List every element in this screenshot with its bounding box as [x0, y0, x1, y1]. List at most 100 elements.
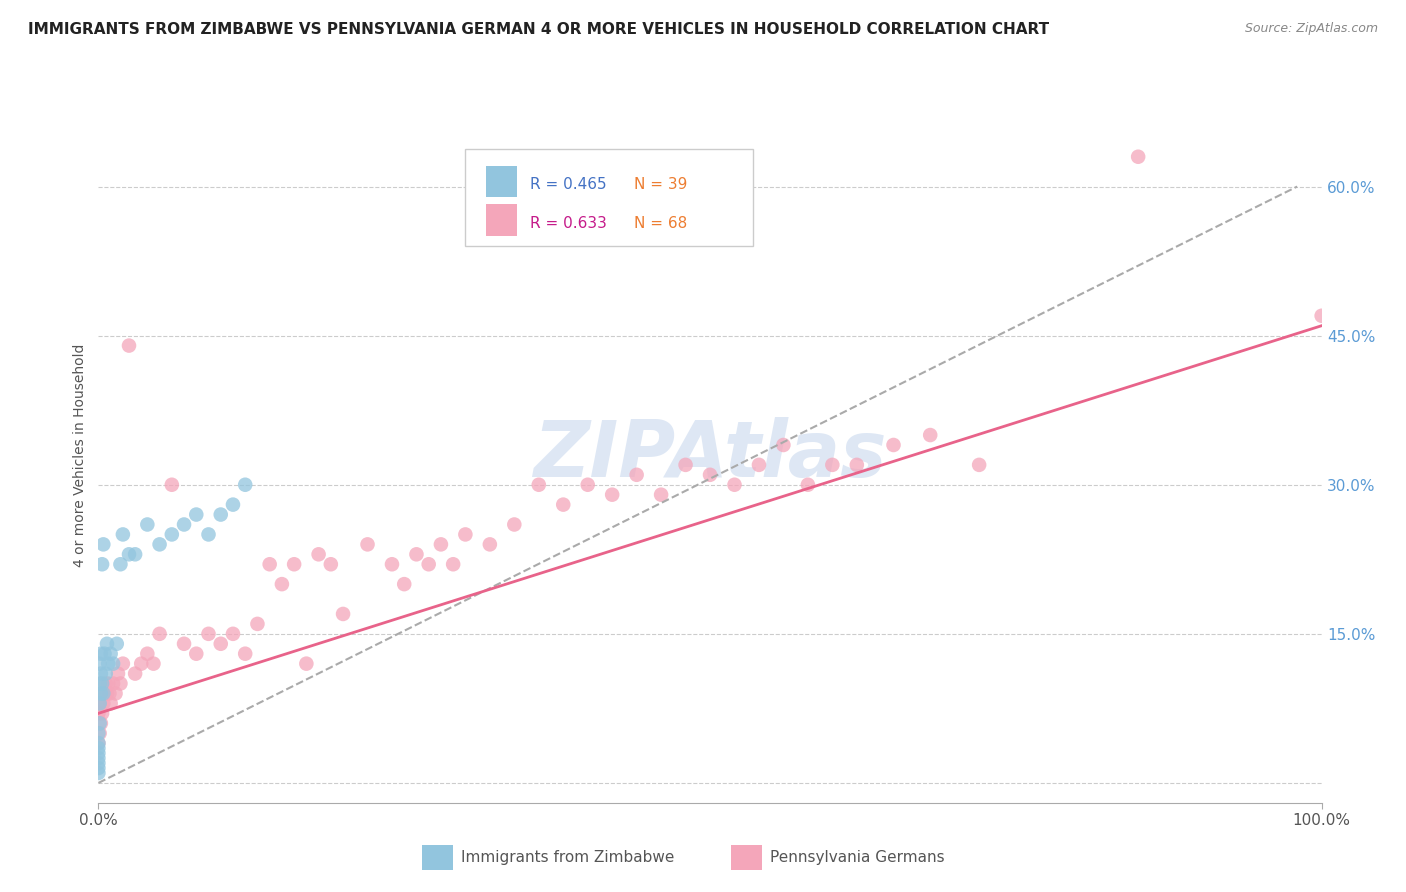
- Point: [90, 666, 112, 681]
- Point: [186, 508, 208, 522]
- Point: [89, 676, 111, 690]
- Point: [96, 686, 118, 700]
- Text: N = 68: N = 68: [634, 216, 688, 231]
- Point: [600, 488, 623, 502]
- Point: [209, 508, 232, 522]
- Point: [149, 537, 172, 551]
- Point: [89, 697, 111, 711]
- Point: [87, 736, 110, 750]
- Point: [118, 547, 141, 561]
- Point: [845, 458, 868, 472]
- Point: [87, 726, 110, 740]
- Point: [967, 458, 990, 472]
- Point: [222, 498, 245, 512]
- Point: [89, 726, 111, 740]
- Text: R = 0.633: R = 0.633: [530, 216, 607, 231]
- Point: [87, 751, 110, 765]
- Point: [233, 477, 256, 491]
- Text: R = 0.465: R = 0.465: [530, 178, 607, 193]
- Point: [332, 607, 354, 621]
- Point: [111, 527, 134, 541]
- Point: [503, 517, 526, 532]
- Point: [87, 761, 110, 775]
- Point: [124, 547, 146, 561]
- Point: [94, 666, 117, 681]
- Point: [97, 657, 120, 671]
- Point: [478, 537, 501, 551]
- Point: [91, 676, 114, 690]
- Point: [98, 686, 121, 700]
- Point: [209, 637, 232, 651]
- Point: [430, 537, 453, 551]
- Point: [104, 686, 127, 700]
- Point: [527, 477, 550, 491]
- Text: ZIPAtlas: ZIPAtlas: [533, 417, 887, 493]
- Point: [87, 741, 110, 756]
- Point: [186, 647, 208, 661]
- Text: Source: ZipAtlas.com: Source: ZipAtlas.com: [1244, 22, 1378, 36]
- Point: [441, 558, 464, 572]
- Point: [233, 647, 256, 661]
- Point: [356, 537, 378, 551]
- Point: [142, 657, 165, 671]
- Point: [89, 716, 111, 731]
- Point: [772, 438, 794, 452]
- Point: [136, 517, 159, 532]
- Point: [136, 647, 159, 661]
- Point: [110, 558, 132, 572]
- Point: [101, 676, 124, 690]
- Point: [87, 766, 110, 780]
- Point: [90, 686, 112, 700]
- Point: [173, 517, 195, 532]
- Point: [626, 467, 648, 482]
- Point: [405, 547, 427, 561]
- Point: [392, 577, 416, 591]
- Point: [90, 647, 112, 661]
- Point: [160, 527, 183, 541]
- Point: [124, 666, 146, 681]
- Point: [100, 647, 122, 661]
- Point: [821, 458, 844, 472]
- Text: N = 39: N = 39: [634, 178, 688, 193]
- Point: [295, 657, 318, 671]
- Point: [94, 676, 117, 690]
- Point: [101, 657, 124, 671]
- Point: [87, 746, 110, 760]
- Point: [259, 558, 281, 572]
- Point: [1310, 309, 1333, 323]
- Point: [197, 527, 219, 541]
- Point: [89, 657, 111, 671]
- Point: [91, 686, 114, 700]
- Point: [87, 756, 110, 770]
- Point: [246, 616, 269, 631]
- Point: [454, 527, 477, 541]
- Point: [920, 428, 942, 442]
- Y-axis label: 4 or more Vehicles in Household: 4 or more Vehicles in Household: [73, 343, 87, 566]
- Point: [748, 458, 770, 472]
- Point: [283, 558, 305, 572]
- Point: [381, 558, 404, 572]
- FancyBboxPatch shape: [486, 204, 517, 235]
- Point: [96, 637, 118, 651]
- Point: [129, 657, 152, 671]
- Point: [149, 627, 172, 641]
- Point: [270, 577, 294, 591]
- Point: [91, 697, 114, 711]
- Point: [883, 438, 905, 452]
- Point: [418, 558, 440, 572]
- Point: [675, 458, 697, 472]
- FancyBboxPatch shape: [465, 149, 752, 246]
- Text: IMMIGRANTS FROM ZIMBABWE VS PENNSYLVANIA GERMAN 4 OR MORE VEHICLES IN HOUSEHOLD : IMMIGRANTS FROM ZIMBABWE VS PENNSYLVANIA…: [28, 22, 1049, 37]
- Point: [87, 706, 110, 721]
- Point: [308, 547, 330, 561]
- Point: [650, 488, 672, 502]
- Point: [160, 477, 183, 491]
- Point: [87, 736, 110, 750]
- Point: [797, 477, 820, 491]
- Point: [91, 537, 114, 551]
- Point: [105, 637, 128, 651]
- Point: [93, 647, 115, 661]
- FancyBboxPatch shape: [486, 166, 517, 197]
- Point: [89, 697, 111, 711]
- Point: [107, 666, 129, 681]
